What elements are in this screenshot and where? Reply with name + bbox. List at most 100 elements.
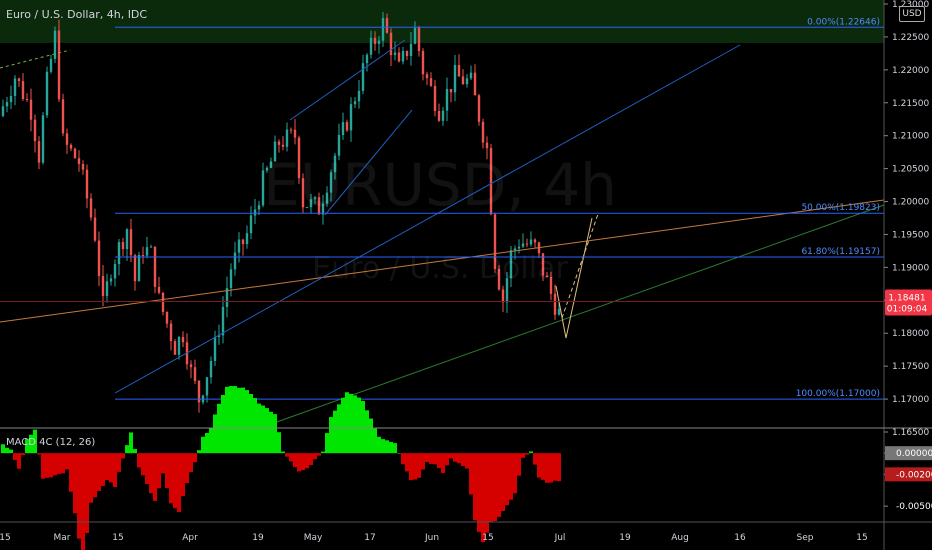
price-tick-label: 1.22000: [892, 66, 929, 76]
fib-label: 50.00%(1.19823): [801, 203, 880, 213]
macd-bar: [201, 436, 205, 454]
macd-bar: [317, 453, 321, 456]
candle-body: [405, 51, 409, 56]
candle-body: [173, 341, 177, 355]
candle-body: [261, 170, 265, 206]
macd-bar: [73, 453, 77, 514]
current-price-value: 1.18481: [888, 294, 925, 304]
candle-body: [169, 323, 173, 342]
projection-dashed: [561, 213, 599, 319]
macd-bar: [493, 453, 497, 521]
macd-bar: [401, 453, 405, 465]
macd-bar: [213, 414, 217, 454]
macd-bar: [113, 453, 117, 488]
current-price-countdown: 01:09:04: [887, 305, 928, 315]
candle-body: [161, 292, 165, 312]
macd-bar: [193, 453, 197, 463]
macd-bar: [101, 453, 105, 486]
candle-body: [225, 288, 229, 307]
macd-bar: [129, 432, 133, 454]
candle-body: [553, 293, 557, 315]
macd-bar: [345, 392, 349, 454]
candle-body: [89, 198, 93, 218]
macd-bar: [357, 397, 361, 454]
candle-body: [73, 148, 77, 159]
candle-body: [493, 214, 497, 270]
fib-label: 100.00%(1.17000): [796, 389, 880, 399]
top-highlight-zone: [0, 0, 884, 43]
macd-bar: [297, 453, 301, 472]
time-tick-label: 15: [856, 533, 867, 543]
candle-body: [317, 197, 321, 215]
macd-bar: [453, 453, 457, 462]
candle-body: [473, 72, 477, 96]
macd-bar: [141, 453, 145, 476]
candle-body: [309, 199, 313, 208]
candle-body: [117, 242, 121, 265]
macd-bar: [153, 453, 157, 501]
candle-body: [53, 30, 57, 59]
time-tick-label: Apr: [182, 533, 198, 543]
time-tick-label: Sep: [797, 533, 814, 543]
candle-body: [297, 137, 301, 179]
macd-bar: [409, 453, 413, 481]
macd-bar: [337, 404, 341, 454]
macd-bar: [553, 453, 557, 481]
price-tick-label: 1.20000: [892, 198, 929, 208]
macd-bar: [209, 427, 213, 454]
macd-bar: [341, 397, 345, 454]
macd-bar: [353, 395, 357, 454]
macd-bar: [33, 429, 37, 454]
candle-body: [333, 155, 337, 173]
candle-body: [509, 250, 513, 279]
macd-bar: [309, 453, 313, 465]
macd-bar: [205, 433, 209, 454]
candle-body: [401, 51, 405, 62]
candle-body: [229, 269, 233, 289]
currency-badge[interactable]: USD: [899, 6, 925, 22]
candle-body: [349, 104, 353, 131]
trend-line-green: [259, 204, 885, 429]
candle-body: [437, 110, 441, 121]
channel-line-mid: [324, 109, 413, 216]
candle-body: [525, 243, 529, 245]
candle-body: [301, 178, 305, 208]
macd-bar: [549, 453, 553, 483]
macd-bar: [169, 453, 173, 504]
candle-body: [421, 50, 425, 75]
chart-title: Euro / U.S. Dollar, 4h, IDC: [6, 8, 148, 21]
macd-bar: [285, 453, 289, 457]
macd-bar: [5, 447, 9, 454]
macd-bar: [501, 453, 505, 512]
candle-body: [81, 164, 85, 170]
candle-body: [157, 286, 161, 293]
candle-body: [1, 106, 5, 116]
candle-body: [209, 360, 213, 378]
macd-bar: [293, 453, 297, 468]
macd-bar: [145, 453, 149, 485]
macd-bar: [1, 444, 5, 454]
price-tick-label: 1.22500: [892, 33, 929, 43]
macd-bar: [533, 453, 537, 465]
macd-bar: [289, 453, 293, 462]
macd-bar: [117, 453, 121, 472]
candle-body: [449, 88, 453, 93]
candle-body: [293, 129, 297, 138]
price-tick-label: 1.23000: [892, 0, 929, 10]
candle-body: [417, 27, 421, 51]
macd-bar: [417, 453, 421, 478]
macd-bar: [465, 453, 469, 469]
time-tick-label: 15: [482, 533, 493, 543]
macd-bar: [485, 453, 489, 533]
candle-body: [557, 308, 561, 315]
macd-bar: [25, 438, 29, 454]
macd-bar: [369, 418, 373, 454]
macd-bar: [441, 453, 445, 474]
macd-bar: [393, 443, 397, 454]
candle-body: [93, 217, 97, 241]
macd-bar: [505, 453, 509, 506]
macd-bar: [265, 408, 269, 454]
candle-body: [541, 253, 545, 276]
macd-bar: [241, 387, 245, 454]
